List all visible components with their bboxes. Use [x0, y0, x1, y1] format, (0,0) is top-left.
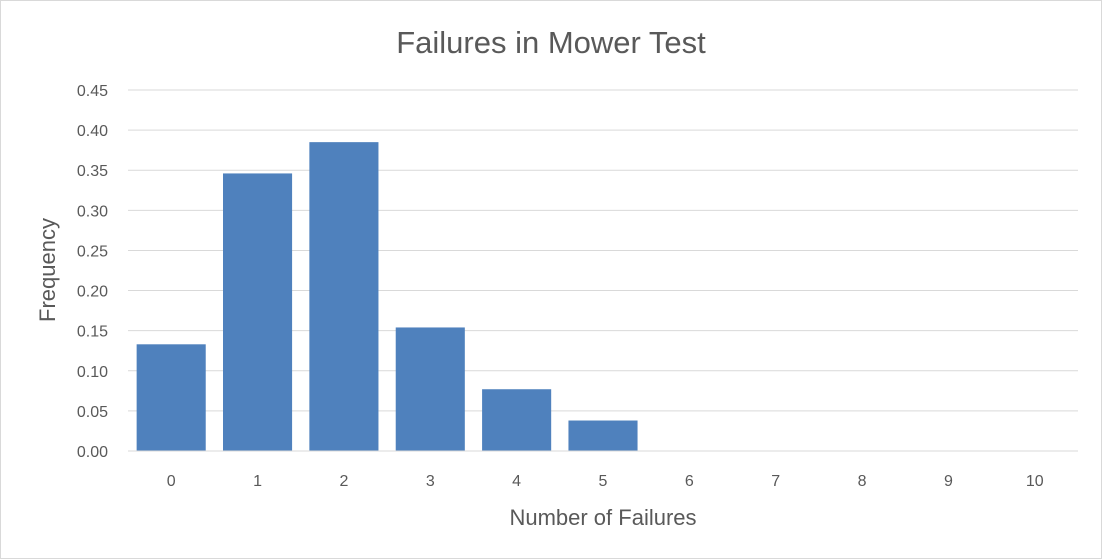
x-tick-label: 9	[944, 473, 953, 490]
bar-1	[223, 173, 293, 452]
x-tick-label: 5	[599, 473, 608, 490]
y-tick-label: 0.05	[77, 404, 108, 421]
y-axis-tick-labels: 0.00 0.05 0.10 0.15 0.20 0.25 0.30 0.35 0.40 0.45	[77, 83, 108, 461]
bar-4	[482, 389, 552, 451]
y-axis-title: Frequency	[35, 218, 60, 322]
x-axis-tick-labels: 0 1 2 3 4 5 6 7 8 9 10	[167, 473, 1044, 490]
y-tick-label: 0.30	[77, 203, 108, 220]
x-tick-label: 0	[167, 473, 176, 490]
y-tick-label: 0.35	[77, 163, 108, 180]
bar-2	[309, 142, 379, 451]
y-tick-label: 0.20	[77, 284, 108, 301]
bars	[136, 142, 638, 452]
chart-title: Failures in Mower Test	[396, 25, 706, 60]
x-tick-label: 8	[858, 473, 867, 490]
y-tick-label: 0.15	[77, 324, 108, 341]
x-axis-title: Number of Failures	[509, 505, 696, 530]
x-tick-label: 2	[339, 473, 348, 490]
bar-3	[395, 327, 465, 451]
x-tick-label: 6	[685, 473, 694, 490]
y-tick-label: 0.45	[77, 83, 108, 100]
x-tick-label: 3	[426, 473, 435, 490]
bar-5	[568, 420, 638, 451]
x-tick-label: 4	[512, 473, 521, 490]
bar-0	[136, 344, 206, 451]
x-tick-label: 7	[771, 473, 780, 490]
y-tick-label: 0.00	[77, 444, 108, 461]
y-tick-label: 0.10	[77, 364, 108, 381]
y-tick-label: 0.40	[77, 123, 108, 140]
x-tick-label: 10	[1026, 473, 1044, 490]
x-tick-label: 1	[253, 473, 262, 490]
y-tick-label: 0.25	[77, 243, 108, 260]
